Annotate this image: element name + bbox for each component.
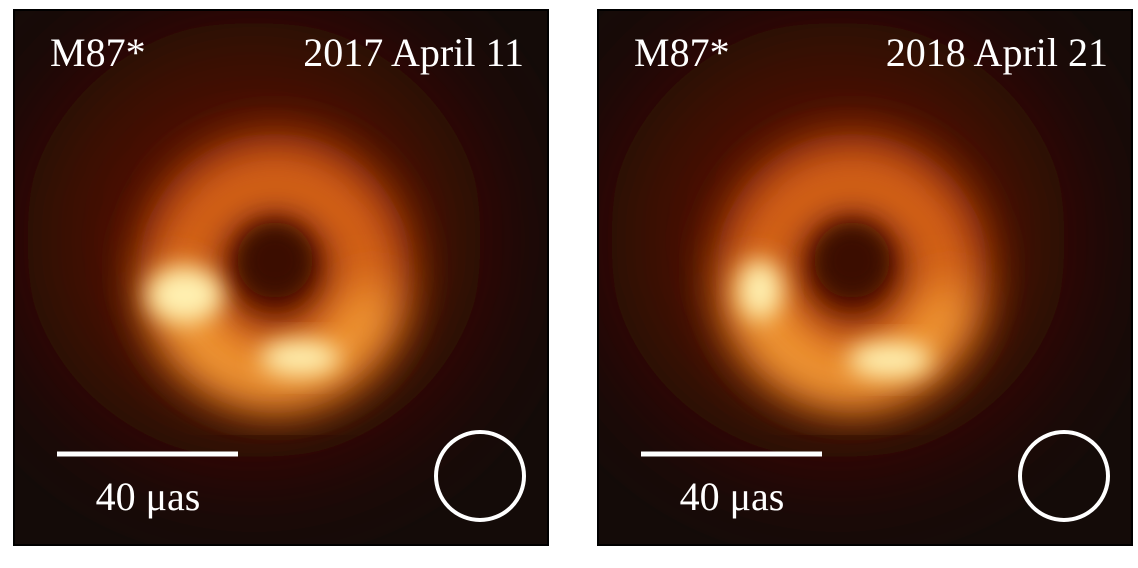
- beam-circle: [1018, 430, 1110, 522]
- hot-spot: [147, 267, 223, 323]
- scale-label: 40 μas: [96, 474, 201, 519]
- image-panel: M87* 2017 April 11 40 μas: [13, 9, 549, 546]
- frame: [597, 9, 1133, 546]
- hot-spot: [848, 342, 932, 378]
- shadow: [237, 222, 313, 298]
- hot-spot: [738, 260, 782, 320]
- hot-spot: [260, 340, 340, 376]
- source-label: M87*: [50, 30, 146, 75]
- shadow: [814, 222, 890, 298]
- beam-circle: [434, 430, 526, 522]
- date-label: 2017 April 11: [303, 30, 524, 75]
- source-label: M87*: [634, 30, 730, 75]
- date-label: 2018 April 21: [886, 30, 1108, 75]
- image-panel: M87* 2018 April 21 40 μas: [597, 9, 1133, 546]
- frame: [13, 9, 549, 546]
- black-hole-image: [598, 10, 1132, 545]
- scale-label: 40 μas: [680, 474, 785, 519]
- black-hole-image: [14, 10, 548, 545]
